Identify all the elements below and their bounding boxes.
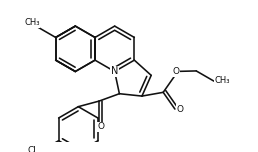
Text: CH₃: CH₃ (24, 19, 40, 28)
Text: O: O (172, 67, 180, 76)
Text: O: O (176, 105, 184, 114)
Text: O: O (98, 122, 105, 131)
Text: CH₃: CH₃ (214, 76, 230, 85)
Text: Cl: Cl (28, 146, 37, 152)
Text: N: N (111, 66, 118, 76)
